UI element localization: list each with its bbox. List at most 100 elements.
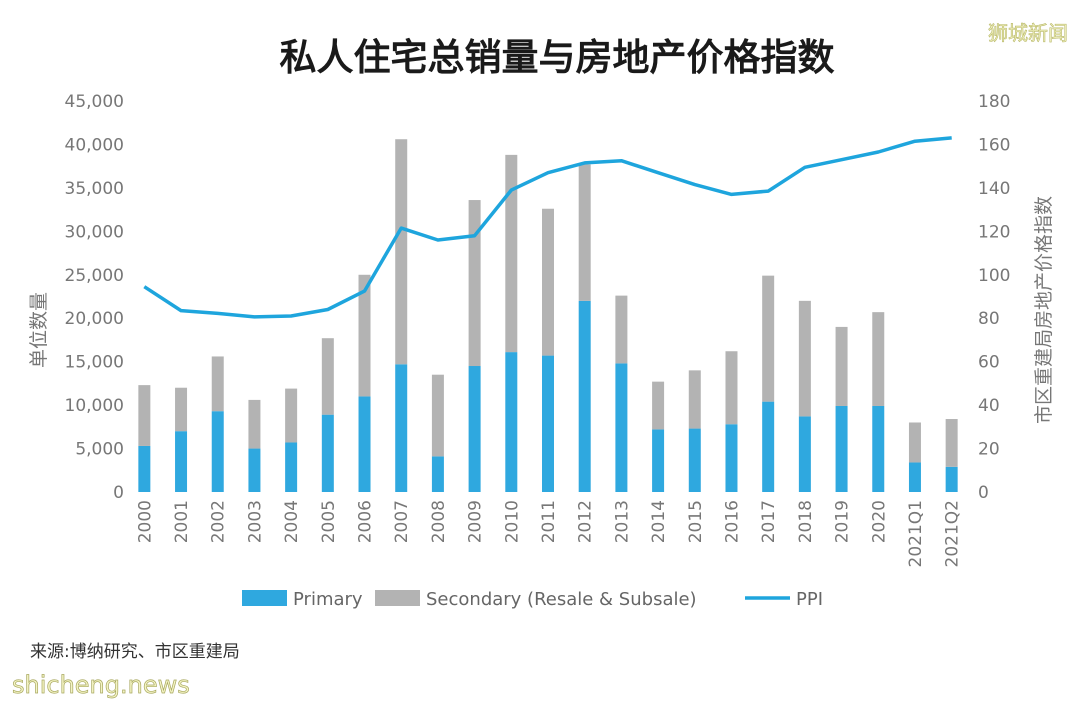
x-tick-label: 2011	[539, 500, 559, 543]
bar-primary	[211, 411, 224, 492]
x-tick-label: 2018	[796, 500, 816, 543]
bar-primary	[505, 352, 518, 492]
x-tick-label: 2009	[466, 500, 486, 543]
x-tick-label: 2005	[319, 500, 339, 543]
bar-secondary	[578, 164, 591, 301]
bar-primary	[358, 396, 371, 492]
bar-secondary	[138, 385, 151, 446]
left-axis: 0 5,000 10,000 15,000 20,000 25,000 30,000 35,0…	[65, 92, 124, 503]
bar-primary	[835, 405, 848, 492]
bar-primary	[688, 428, 701, 492]
bar-secondary	[615, 295, 628, 364]
bar-secondary	[798, 300, 811, 417]
y2-axis-label: 市区重建局房地产价格指数	[1033, 196, 1055, 424]
bar-secondary	[505, 154, 518, 353]
y-tick-label: 25,000	[65, 266, 124, 286]
bar-secondary	[175, 387, 188, 432]
bar-primary	[285, 442, 298, 492]
y2-tick-label: 80	[978, 309, 1000, 329]
x-tick-label: 2016	[722, 500, 742, 543]
x-tick-label: 2012	[576, 500, 596, 543]
bar-primary	[725, 424, 738, 492]
legend: Primary Secondary (Resale & Subsale) PPI	[242, 589, 823, 610]
y-tick-label: 35,000	[65, 179, 124, 199]
x-tick-label: 2021Q1	[906, 500, 926, 567]
bar-primary	[798, 416, 811, 492]
bar-secondary	[908, 422, 921, 463]
bar-secondary	[358, 274, 371, 397]
y2-tick-label: 140	[978, 179, 1010, 199]
watermark-bottom: shicheng.news	[12, 671, 190, 699]
x-tick-label: 2010	[502, 500, 522, 543]
x-axis: 2000 2001 2002 2003 2004 2005 2006 2007 2008 2009…	[135, 500, 962, 567]
y-tick-label: 5,000	[75, 440, 124, 460]
legend-swatch-primary	[242, 590, 287, 606]
bar-secondary	[248, 399, 261, 449]
watermark-top: 狮城新闻	[988, 21, 1068, 45]
bar-primary	[248, 448, 261, 492]
legend-label-primary: Primary	[293, 589, 363, 610]
y2-tick-label: 20	[978, 440, 1000, 460]
y-axis-label: 单位数量	[28, 292, 50, 368]
bar-secondary	[945, 419, 958, 467]
x-tick-label: 2001	[172, 500, 192, 543]
bar-primary	[908, 462, 921, 492]
y-tick-label: 10,000	[65, 396, 124, 416]
x-tick-label: 2008	[429, 500, 449, 543]
bar-primary	[615, 363, 628, 492]
y-tick-label: 0	[113, 483, 124, 503]
bar-primary	[945, 466, 958, 492]
bar-secondary	[211, 356, 224, 412]
x-tick-label: 2019	[833, 500, 853, 543]
x-tick-label: 2002	[209, 500, 229, 543]
ppi-line	[143, 136, 952, 319]
chart-title: 私人住宅总销量与房地产价格指数	[280, 36, 835, 79]
x-tick-label: 2020	[869, 500, 889, 543]
y2-tick-label: 160	[978, 135, 1010, 155]
bar-primary	[468, 366, 481, 492]
bar-secondary	[468, 200, 481, 367]
x-tick-label: 2015	[686, 500, 706, 543]
bar-secondary	[725, 351, 738, 425]
y2-tick-label: 40	[978, 396, 1000, 416]
bar-primary	[395, 364, 408, 492]
legend-swatch-secondary	[375, 590, 420, 606]
bar-primary	[138, 445, 151, 492]
bar-secondary	[688, 370, 701, 429]
x-tick-label: 2003	[245, 500, 265, 543]
bar-primary	[762, 401, 775, 492]
bar-secondary	[835, 326, 848, 406]
bar-secondary	[431, 374, 444, 457]
bar-secondary	[285, 388, 298, 443]
y2-tick-label: 0	[978, 483, 989, 503]
x-tick-label: 2004	[282, 500, 302, 543]
legend-label-ppi: PPI	[796, 589, 823, 610]
y-tick-label: 20,000	[65, 309, 124, 329]
y2-tick-label: 100	[978, 266, 1010, 286]
y-tick-label: 40,000	[65, 135, 124, 155]
legend-label-secondary: Secondary (Resale & Subsale)	[426, 589, 697, 610]
x-tick-label: 2021Q2	[943, 500, 963, 567]
y-tick-label: 15,000	[65, 353, 124, 373]
x-tick-label: 2007	[392, 500, 412, 543]
bar-primary	[872, 405, 885, 492]
bar-secondary	[762, 275, 775, 402]
x-tick-label: 2013	[612, 500, 632, 543]
y2-tick-label: 180	[978, 92, 1010, 112]
bar-secondary	[542, 208, 554, 356]
x-tick-label: 2006	[356, 500, 376, 543]
bars	[138, 139, 958, 492]
right-axis: 0 20 40 60 80 100 120 140 160 180	[978, 92, 1010, 503]
x-tick-label: 2017	[759, 500, 779, 543]
y-tick-label: 45,000	[65, 92, 124, 112]
bar-secondary	[872, 312, 885, 406]
x-tick-label: 2000	[135, 500, 155, 543]
bar-primary	[431, 456, 444, 492]
y-tick-label: 30,000	[65, 222, 124, 242]
bar-primary	[542, 355, 554, 492]
x-tick-label: 2014	[649, 500, 669, 543]
bar-primary	[578, 300, 591, 492]
source-note: 来源:博纳研究、市区重建局	[30, 642, 240, 662]
bar-primary	[175, 431, 188, 492]
